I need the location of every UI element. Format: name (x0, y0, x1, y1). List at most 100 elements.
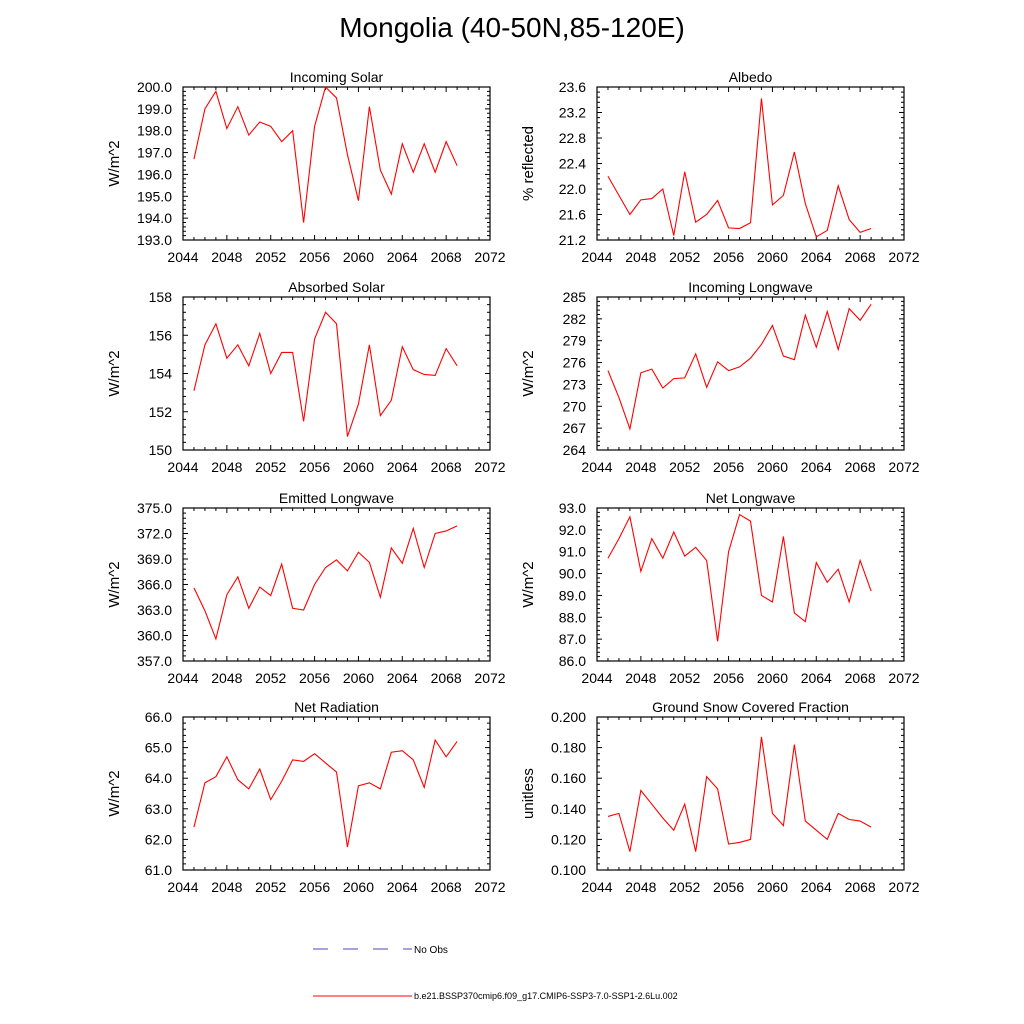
x-tick-label: 2052 (669, 459, 700, 475)
panel-title: Emitted Longwave (279, 490, 394, 506)
legend-model-label: b.e21.BSSP370cmip6.f09_g17.CMIP6-SSP3-7.… (414, 991, 678, 1001)
x-tick-label: 2064 (801, 879, 832, 895)
y-tick-label: 154 (149, 366, 173, 382)
y-axis-label: W/m^2 (106, 770, 123, 816)
panel-4: Incoming Longwave 2044 2048 2052 2056 2060 206… (520, 279, 920, 475)
series-line (607, 303, 872, 431)
x-tick-label: 2052 (669, 670, 700, 686)
y-tick-label: 193.0 (137, 232, 172, 248)
x-tick-label: 2068 (431, 879, 462, 895)
y-tick-label: 197.0 (137, 145, 172, 161)
x-tick-label: 2064 (801, 249, 832, 265)
y-tick-label: 0.140 (551, 801, 586, 817)
y-tick-label: 363.0 (137, 602, 172, 618)
x-tick-label: 2068 (845, 249, 876, 265)
y-axis-label: W/m^2 (106, 140, 123, 186)
x-tick-label: 2056 (299, 249, 330, 265)
x-tick-label: 2068 (845, 459, 876, 475)
y-tick-label: 0.180 (551, 740, 586, 756)
y-tick-label: 285 (563, 289, 587, 305)
y-tick-label: 0.160 (551, 770, 586, 786)
x-tick-label: 2056 (299, 670, 330, 686)
x-tick-label: 2048 (211, 249, 242, 265)
x-tick-label: 2060 (757, 459, 788, 475)
x-tick-label: 2064 (387, 249, 418, 265)
x-tick-label: 2068 (431, 249, 462, 265)
x-tick-label: 2056 (713, 249, 744, 265)
y-tick-label: 199.0 (137, 101, 172, 117)
y-tick-label: 62.0 (145, 831, 172, 847)
y-tick-label: 22.0 (559, 181, 586, 197)
y-tick-label: 66.0 (145, 709, 172, 725)
x-tick-label: 2060 (757, 249, 788, 265)
y-tick-label: 150 (149, 442, 173, 458)
x-tick-label: 2064 (387, 670, 418, 686)
x-tick-label: 2072 (474, 670, 505, 686)
x-tick-label: 2068 (431, 459, 462, 475)
x-tick-label: 2048 (211, 879, 242, 895)
x-tick-label: 2044 (167, 459, 198, 475)
y-tick-label: 282 (563, 311, 587, 327)
x-tick-label: 2068 (845, 879, 876, 895)
y-tick-label: 194.0 (137, 210, 172, 226)
x-tick-label: 2056 (299, 879, 330, 895)
series-line (193, 738, 458, 848)
y-tick-label: 22.4 (559, 156, 586, 172)
y-tick-label: 93.0 (559, 500, 586, 516)
y-tick-label: 65.0 (145, 740, 172, 756)
panel-7: Net Radiation 2044 2048 2052 2056 2060 2064 206… (106, 699, 506, 895)
y-tick-label: 88.0 (559, 609, 586, 625)
y-tick-label: 366.0 (137, 577, 172, 593)
x-tick-label: 2048 (625, 459, 656, 475)
y-tick-label: 156 (149, 327, 173, 343)
y-tick-label: 267 (563, 420, 587, 436)
x-tick-label: 2044 (581, 670, 612, 686)
y-tick-label: 0.200 (551, 709, 586, 725)
y-tick-label: 152 (149, 404, 173, 420)
y-axis-label: W/m^2 (106, 350, 123, 396)
x-tick-label: 2044 (581, 459, 612, 475)
x-tick-label: 2060 (757, 670, 788, 686)
legend-obs-label: No Obs (414, 945, 448, 956)
series-line (607, 736, 872, 852)
y-tick-label: 276 (563, 355, 587, 371)
x-tick-label: 2072 (474, 459, 505, 475)
x-tick-label: 2048 (625, 249, 656, 265)
x-tick-label: 2064 (801, 459, 832, 475)
x-tick-label: 2072 (474, 249, 505, 265)
series-line (193, 85, 458, 223)
x-tick-label: 2048 (211, 459, 242, 475)
panel-title: Incoming Solar (290, 69, 384, 85)
y-tick-label: 360.0 (137, 628, 172, 644)
panel-6: Net Longwave 2044 2048 2052 2056 2060 2064 2068… (520, 490, 920, 686)
x-tick-label: 2064 (801, 670, 832, 686)
y-tick-label: 196.0 (137, 166, 172, 182)
x-tick-label: 2052 (255, 879, 286, 895)
y-tick-label: 86.0 (559, 653, 586, 669)
x-tick-label: 2064 (387, 879, 418, 895)
x-tick-label: 2060 (343, 670, 374, 686)
x-tick-label: 2072 (474, 879, 505, 895)
x-tick-label: 2044 (167, 879, 198, 895)
y-tick-label: 195.0 (137, 188, 172, 204)
x-tick-label: 2052 (255, 670, 286, 686)
x-tick-label: 2060 (343, 879, 374, 895)
x-tick-label: 2056 (713, 459, 744, 475)
x-tick-label: 2052 (255, 459, 286, 475)
x-tick-label: 2060 (343, 249, 374, 265)
y-axis-label: unitless (520, 768, 537, 819)
y-tick-label: 64.0 (145, 770, 172, 786)
x-tick-label: 2052 (669, 249, 700, 265)
y-tick-label: 158 (149, 289, 173, 305)
y-tick-label: 21.2 (559, 232, 586, 248)
x-tick-label: 2048 (625, 670, 656, 686)
panel-3: Absorbed Solar 2044 2048 2052 2056 2060 2064 20… (106, 279, 506, 475)
panel-title: Net Radiation (294, 699, 379, 715)
x-tick-label: 2072 (888, 879, 919, 895)
x-tick-label: 2068 (431, 670, 462, 686)
y-tick-label: 0.120 (551, 831, 586, 847)
y-tick-label: 357.0 (137, 653, 172, 669)
x-tick-label: 2044 (167, 670, 198, 686)
